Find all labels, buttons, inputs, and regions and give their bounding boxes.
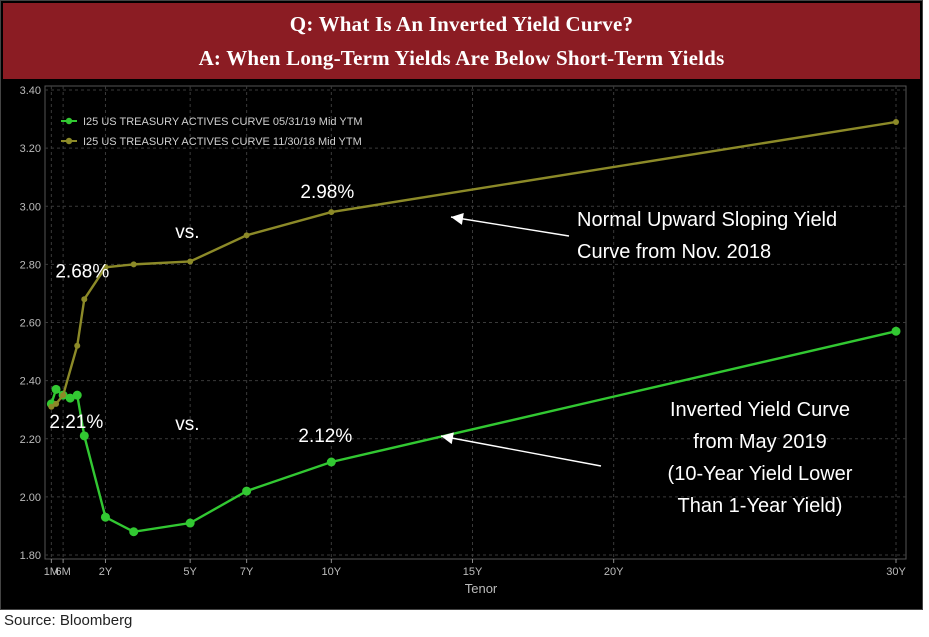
data-point (243, 232, 250, 239)
annotation-vs_bottom: vs. (175, 414, 199, 435)
x-tick-label: 15Y (463, 566, 483, 578)
x-tick-label: 1M (44, 566, 59, 578)
data-point (102, 264, 109, 271)
callout-normal-line: Curve from Nov. 2018 (577, 241, 771, 263)
data-point (328, 209, 335, 216)
y-tick-label: 2.60 (20, 318, 41, 330)
x-axis-label: Tenor (465, 581, 498, 596)
annotation-label_298: 2.98% (300, 182, 354, 203)
y-tick-label: 1.80 (20, 550, 41, 562)
chart-header: Q: What Is An Inverted Yield Curve? A: W… (3, 3, 920, 79)
data-point (187, 258, 194, 265)
data-point (129, 527, 139, 537)
data-point (326, 457, 336, 467)
y-tick-label: 2.40 (20, 376, 41, 388)
x-tick-label: 7Y (240, 566, 254, 578)
data-point (51, 384, 61, 394)
y-tick-label: 3.00 (20, 201, 41, 213)
y-tick-label: 2.00 (20, 492, 41, 504)
legend-swatch-marker (65, 137, 73, 145)
y-tick-label: 2.20 (20, 434, 41, 446)
data-point (893, 118, 899, 125)
x-tick-label: 30Y (886, 566, 906, 578)
annotation-label_212: 2.12% (298, 426, 352, 447)
annotation-label_268: 2.68% (55, 261, 109, 282)
x-tick-label: 2Y (99, 566, 113, 578)
callout-inverted-line: Inverted Yield Curve (670, 399, 850, 421)
x-tick-label: 5Y (183, 566, 197, 578)
data-point (79, 431, 89, 441)
callout-inverted-line: (10-Year Yield Lower (668, 463, 853, 485)
arrow-head (441, 432, 454, 445)
arrow-normal (450, 212, 570, 237)
x-tick-label: 6M (55, 566, 70, 578)
data-point (81, 296, 88, 303)
legend-entry: I25 US TREASURY ACTIVES CURVE 11/30/18 M… (83, 136, 362, 148)
data-point (130, 261, 137, 268)
yield-curve-chart: 1.80 2.00 2.20 2.40 2.60 2.80 3.00 3.20 3.40 1M6M… (1, 81, 922, 609)
chart-frame: Q: What Is An Inverted Yield Curve? A: W… (0, 0, 923, 610)
data-point (100, 512, 110, 522)
data-point (72, 390, 82, 400)
annotation-label_221: 2.21% (49, 412, 103, 433)
data-point (891, 326, 901, 336)
data-point (74, 342, 81, 349)
legend-swatch-marker (65, 117, 73, 125)
data-point (242, 486, 252, 496)
y-tick-label: 2.80 (20, 259, 41, 271)
header-question: Q: What Is An Inverted Yield Curve? (289, 12, 634, 36)
data-point (65, 393, 75, 403)
x-tick-label: 20Y (604, 566, 624, 578)
arrow-shaft (450, 216, 570, 237)
y-tick-label: 3.40 (20, 85, 41, 97)
callout-inverted-line: Than 1-Year Yield) (678, 495, 843, 517)
data-point (185, 518, 195, 528)
y-tick-label: 3.20 (20, 143, 41, 155)
x-tick-label: 10Y (322, 566, 342, 578)
arrow-inverted (440, 432, 602, 467)
arrow-head (451, 212, 464, 225)
legend-entry: I25 US TREASURY ACTIVES CURVE 05/31/19 M… (83, 116, 363, 128)
annotation-vs_top: vs. (175, 222, 199, 243)
data-point (53, 400, 60, 407)
arrow-shaft (440, 435, 602, 467)
source-note: Source: Bloomberg (4, 612, 133, 629)
callout-inverted-line: from May 2019 (693, 431, 826, 453)
data-point (60, 392, 67, 399)
data-point (48, 403, 55, 410)
header-answer: A: When Long-Term Yields Are Below Short… (198, 46, 725, 70)
callout-normal-line: Normal Upward Sloping Yield (577, 209, 837, 231)
